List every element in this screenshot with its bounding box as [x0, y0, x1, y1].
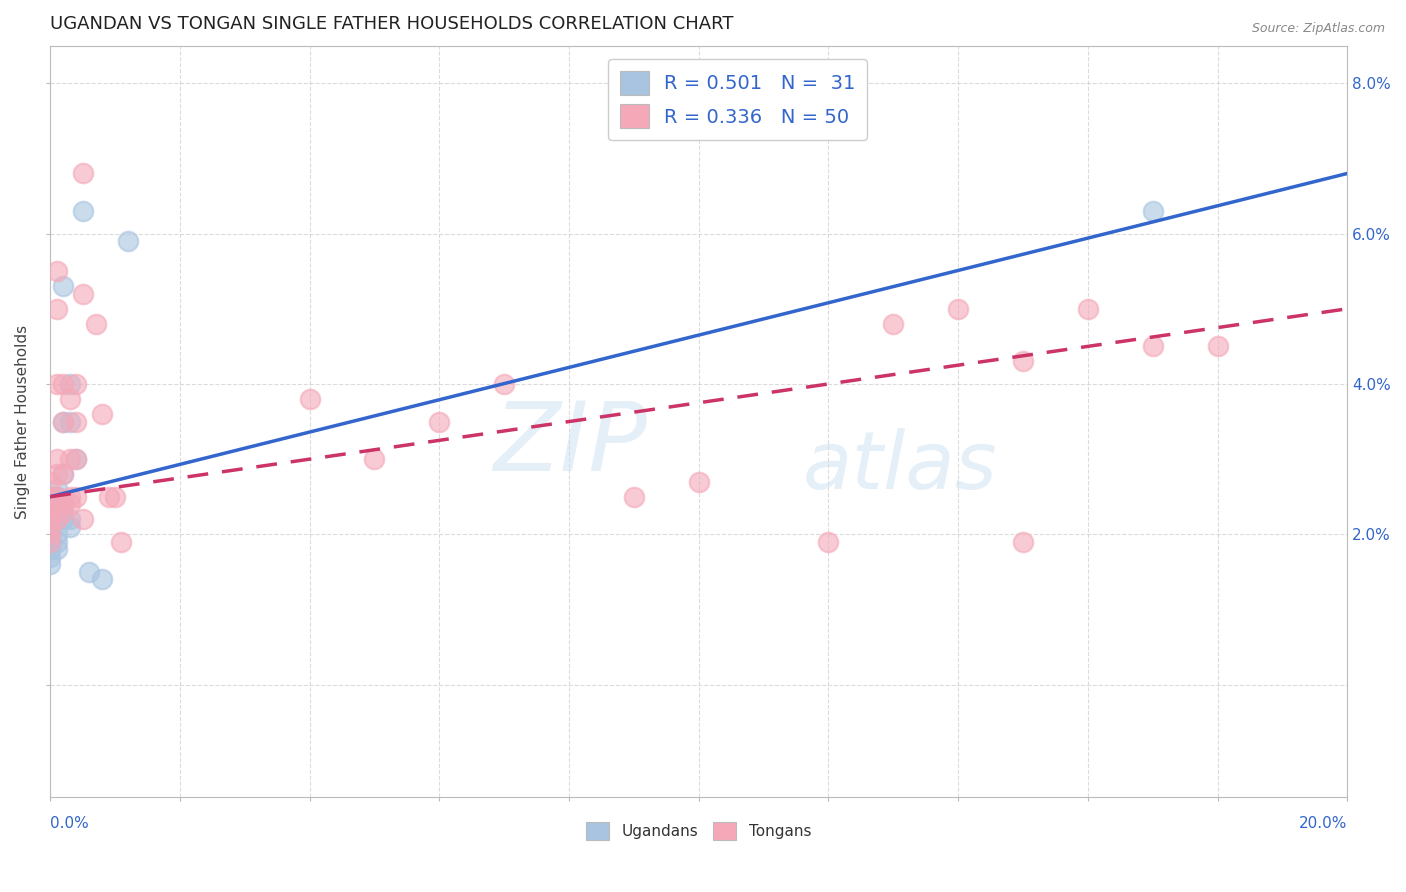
Point: [65, 452, 87, 467]
Point: [1077, 301, 1099, 316]
Point: [65, 490, 87, 504]
Point: [58, 415, 80, 429]
Point: [45, 534, 67, 549]
Point: [39, 505, 62, 519]
Y-axis label: Single Father Households: Single Father Households: [15, 325, 30, 518]
Point: [65, 415, 87, 429]
Point: [298, 392, 321, 406]
Text: atlas: atlas: [803, 427, 997, 506]
Point: [45, 467, 67, 482]
Point: [52, 497, 75, 511]
Point: [72, 512, 94, 526]
Point: [58, 452, 80, 467]
Text: ZIP: ZIP: [494, 398, 647, 491]
Point: [494, 376, 516, 391]
Point: [45, 452, 67, 467]
Point: [58, 497, 80, 511]
Point: [39, 534, 62, 549]
Point: [1012, 534, 1035, 549]
Text: 20.0%: 20.0%: [1299, 816, 1347, 831]
Point: [72, 166, 94, 180]
Point: [58, 490, 80, 504]
Point: [65, 452, 87, 467]
Point: [52, 415, 75, 429]
Point: [1206, 339, 1229, 353]
Point: [1142, 204, 1164, 219]
Point: [117, 234, 139, 248]
Point: [39, 512, 62, 526]
Point: [52, 505, 75, 519]
Point: [39, 549, 62, 564]
Point: [882, 317, 904, 331]
Point: [39, 512, 62, 526]
Point: [52, 467, 75, 482]
Point: [39, 505, 62, 519]
Text: Source: ZipAtlas.com: Source: ZipAtlas.com: [1251, 22, 1385, 36]
Point: [39, 558, 62, 572]
Point: [946, 301, 969, 316]
Point: [39, 490, 62, 504]
Point: [688, 475, 710, 489]
Point: [58, 392, 80, 406]
Point: [72, 204, 94, 219]
Point: [58, 512, 80, 526]
Point: [45, 264, 67, 278]
Point: [39, 497, 62, 511]
Text: 0.0%: 0.0%: [51, 816, 89, 831]
Point: [91, 573, 114, 587]
Point: [39, 490, 62, 504]
Point: [45, 527, 67, 541]
Point: [45, 376, 67, 391]
Point: [52, 467, 75, 482]
Point: [39, 520, 62, 534]
Point: [45, 490, 67, 504]
Legend: Ugandans, Tongans: Ugandans, Tongans: [581, 816, 817, 847]
Point: [91, 407, 114, 421]
Point: [1142, 339, 1164, 353]
Point: [52, 376, 75, 391]
Point: [39, 542, 62, 557]
Point: [52, 497, 75, 511]
Point: [817, 534, 839, 549]
Point: [52, 279, 75, 293]
Point: [427, 415, 450, 429]
Point: [45, 482, 67, 496]
Point: [104, 490, 127, 504]
Point: [77, 565, 100, 579]
Point: [45, 542, 67, 557]
Point: [45, 301, 67, 316]
Point: [97, 490, 120, 504]
Point: [84, 317, 107, 331]
Point: [623, 490, 645, 504]
Point: [45, 512, 67, 526]
Point: [39, 534, 62, 549]
Point: [72, 286, 94, 301]
Point: [110, 534, 132, 549]
Point: [58, 376, 80, 391]
Point: [1012, 354, 1035, 368]
Point: [65, 376, 87, 391]
Point: [45, 490, 67, 504]
Point: [52, 512, 75, 526]
Point: [39, 527, 62, 541]
Point: [363, 452, 385, 467]
Point: [39, 520, 62, 534]
Point: [39, 497, 62, 511]
Point: [45, 512, 67, 526]
Point: [58, 520, 80, 534]
Point: [39, 475, 62, 489]
Text: UGANDAN VS TONGAN SINGLE FATHER HOUSEHOLDS CORRELATION CHART: UGANDAN VS TONGAN SINGLE FATHER HOUSEHOL…: [51, 15, 734, 33]
Point: [52, 415, 75, 429]
Point: [39, 527, 62, 541]
